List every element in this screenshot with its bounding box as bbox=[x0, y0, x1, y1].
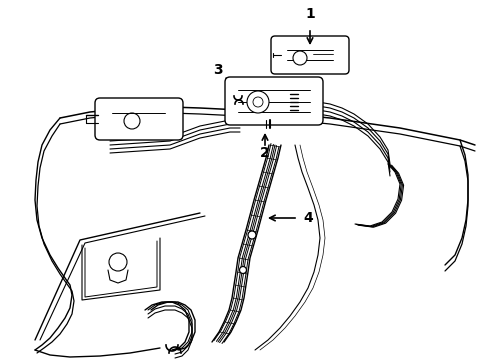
Circle shape bbox=[253, 97, 263, 107]
FancyBboxPatch shape bbox=[95, 98, 183, 140]
FancyBboxPatch shape bbox=[271, 36, 349, 74]
Text: 2: 2 bbox=[260, 146, 270, 160]
Circle shape bbox=[124, 113, 140, 129]
Text: 4: 4 bbox=[303, 211, 313, 225]
Circle shape bbox=[248, 231, 256, 239]
Circle shape bbox=[293, 51, 307, 65]
Circle shape bbox=[247, 91, 269, 113]
Text: 3: 3 bbox=[213, 63, 223, 77]
Circle shape bbox=[240, 266, 246, 274]
Circle shape bbox=[109, 253, 127, 271]
FancyBboxPatch shape bbox=[225, 77, 323, 125]
Text: 1: 1 bbox=[305, 7, 315, 21]
